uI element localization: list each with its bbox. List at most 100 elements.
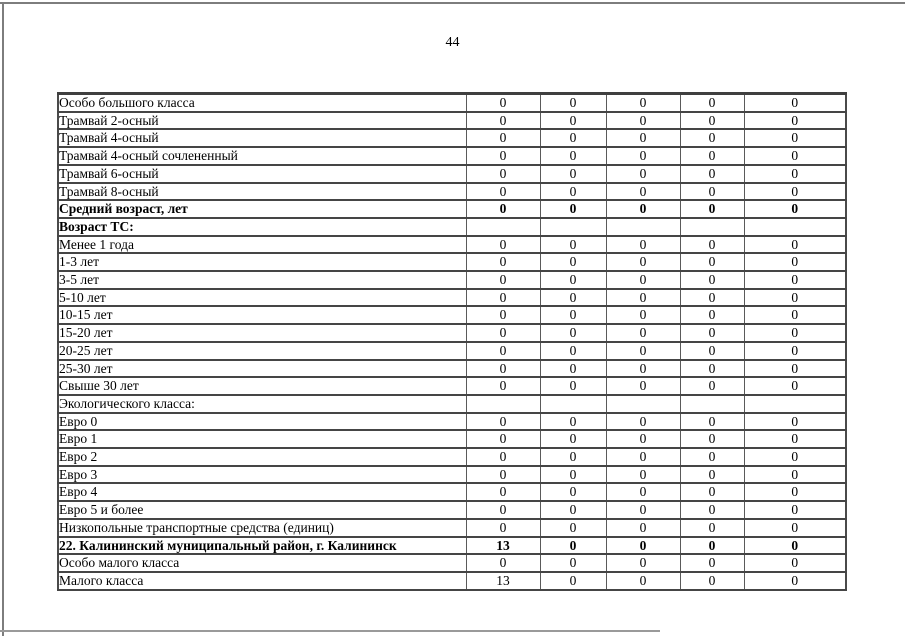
row-value [605, 393, 681, 414]
row-value: 0 [539, 128, 607, 149]
row-value: 0 [605, 340, 681, 361]
row-value: 0 [743, 305, 847, 326]
row-value: 0 [605, 411, 681, 432]
row-value: 0 [465, 500, 541, 520]
row-value: 0 [465, 128, 541, 149]
row-label: Свыше 30 лет [57, 376, 467, 396]
row-label: 20-25 лет [57, 340, 467, 361]
row-label: Менее 1 года [57, 234, 467, 255]
row-label: Возраст ТС: [57, 216, 467, 237]
row-label: 10-15 лет [57, 305, 467, 326]
row-value: 0 [743, 163, 847, 184]
row-label: Трамвай 2-осный [57, 110, 467, 131]
row-label: Евро 4 [57, 482, 467, 503]
row-value: 0 [465, 376, 541, 396]
row-value: 0 [743, 464, 847, 485]
row-value: 0 [743, 500, 847, 520]
table-row: Евро 3 0 0 0 0 0 [57, 464, 847, 485]
table-body: Особо большого класса 0 0 0 0 0 Трамвай … [57, 92, 847, 591]
row-value: 0 [743, 571, 847, 591]
row-value: 0 [679, 287, 745, 308]
row-value: 0 [539, 92, 607, 113]
row-label: Низкопольные транспортные средства (един… [57, 517, 467, 538]
row-value: 0 [605, 500, 681, 520]
row-value: 0 [679, 128, 745, 149]
row-value: 0 [539, 571, 607, 591]
row-value: 0 [605, 553, 681, 573]
table-row: Трамвай 4-осный сочлененный 0 0 0 0 0 [57, 146, 847, 166]
row-value: 0 [743, 128, 847, 149]
row-label: Малого класса [57, 571, 467, 591]
row-value [465, 216, 541, 237]
row-value: 0 [605, 128, 681, 149]
row-value: 0 [743, 376, 847, 396]
row-value: 0 [605, 305, 681, 326]
row-value: 0 [465, 270, 541, 290]
table-row: 1-3 лет 0 0 0 0 0 [57, 252, 847, 273]
row-value: 0 [539, 181, 607, 202]
row-value [679, 216, 745, 237]
row-value: 0 [743, 553, 847, 573]
table-row: Евро 0 0 0 0 0 0 [57, 411, 847, 432]
row-value: 0 [679, 146, 745, 166]
row-value: 0 [679, 92, 745, 113]
row-value: 0 [605, 146, 681, 166]
row-label: Евро 2 [57, 447, 467, 467]
row-value: 0 [679, 376, 745, 396]
row-value: 13 [465, 571, 541, 591]
row-value: 0 [679, 199, 745, 219]
row-value [743, 393, 847, 414]
row-value: 0 [743, 110, 847, 131]
row-value: 0 [539, 323, 607, 343]
row-value: 0 [465, 553, 541, 573]
table-row: Евро 5 и более 0 0 0 0 0 [57, 500, 847, 520]
row-value: 0 [539, 517, 607, 538]
page-number: 44 [445, 35, 460, 50]
table-row: Особо большого класса 0 0 0 0 0 [57, 92, 847, 113]
table-row: 5-10 лет 0 0 0 0 0 [57, 287, 847, 308]
row-value: 0 [679, 252, 745, 273]
row-label: Евро 0 [57, 411, 467, 432]
row-value: 0 [465, 181, 541, 202]
row-value: 0 [605, 429, 681, 450]
row-value: 0 [539, 482, 607, 503]
table-row: 15-20 лет 0 0 0 0 0 [57, 323, 847, 343]
row-value: 0 [679, 323, 745, 343]
row-value: 0 [679, 163, 745, 184]
table-row: 20-25 лет 0 0 0 0 0 [57, 340, 847, 361]
row-value: 0 [605, 110, 681, 131]
row-value: 0 [743, 234, 847, 255]
row-label: 15-20 лет [57, 323, 467, 343]
row-value: 0 [605, 234, 681, 255]
row-value: 0 [679, 181, 745, 202]
row-value: 0 [679, 110, 745, 131]
row-value: 0 [605, 270, 681, 290]
row-value: 0 [605, 482, 681, 503]
row-value: 0 [539, 429, 607, 450]
row-value: 0 [605, 287, 681, 308]
row-value: 0 [465, 92, 541, 113]
row-value: 0 [679, 517, 745, 538]
row-value: 0 [539, 146, 607, 166]
row-value: 0 [679, 535, 745, 556]
row-value: 0 [465, 305, 541, 326]
row-value: 0 [743, 323, 847, 343]
row-value: 0 [539, 553, 607, 573]
table-row: Трамвай 6-осный 0 0 0 0 0 [57, 163, 847, 184]
vehicle-statistics-table: Особо большого класса 0 0 0 0 0 Трамвай … [57, 92, 847, 591]
row-value: 13 [465, 535, 541, 556]
row-value: 0 [743, 517, 847, 538]
row-value: 0 [539, 305, 607, 326]
table-row: Средний возраст, лет 0 0 0 0 0 [57, 199, 847, 219]
table-row: 10-15 лет 0 0 0 0 0 [57, 305, 847, 326]
row-value: 0 [465, 411, 541, 432]
row-label: 22. Калининский муниципальный район, г. … [57, 535, 467, 556]
row-value: 0 [743, 199, 847, 219]
table-row: Евро 1 0 0 0 0 0 [57, 429, 847, 450]
row-value: 0 [605, 464, 681, 485]
row-value: 0 [465, 358, 541, 379]
row-value: 0 [539, 411, 607, 432]
row-value: 0 [465, 323, 541, 343]
table-row: Менее 1 года 0 0 0 0 0 [57, 234, 847, 255]
